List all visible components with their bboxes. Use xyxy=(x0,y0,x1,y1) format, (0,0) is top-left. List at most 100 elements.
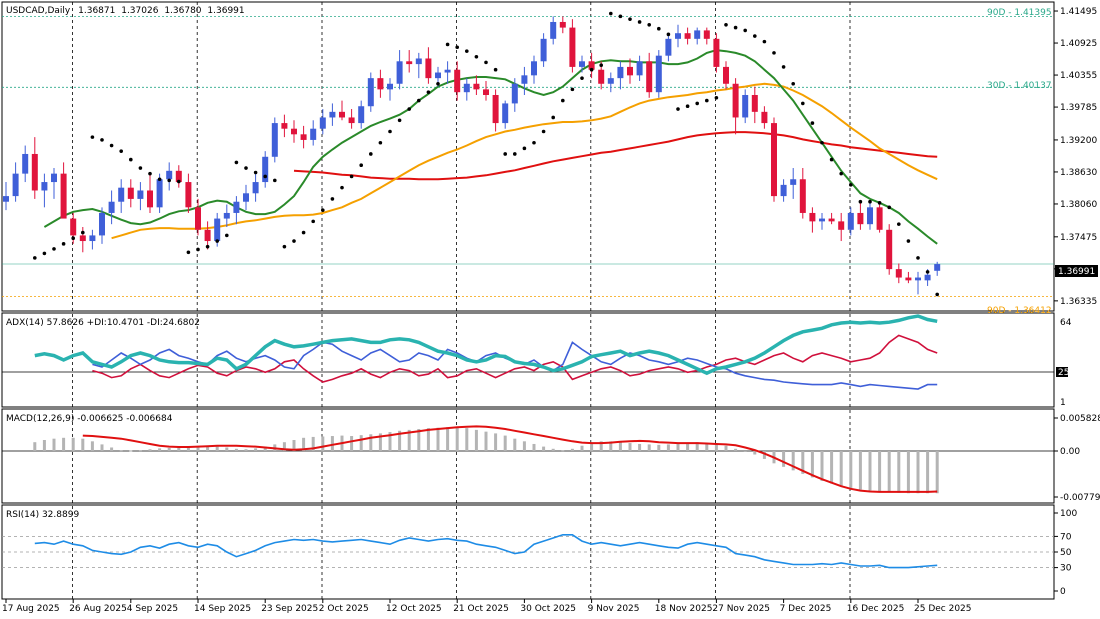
candle xyxy=(521,66,528,95)
macd-histogram-bar xyxy=(302,437,306,451)
macd-histogram-bar xyxy=(599,441,603,451)
candle xyxy=(12,162,19,202)
psar-dot xyxy=(157,177,162,182)
candle-body xyxy=(895,269,902,278)
psar-dot xyxy=(820,140,824,145)
time-tick-label: 14 Sep 2025 xyxy=(194,604,251,614)
macd-tick-label: -0.007797 xyxy=(1060,493,1100,503)
macd-histogram-bar xyxy=(177,447,181,451)
macd-histogram-bar xyxy=(647,444,651,451)
psar-dot xyxy=(311,219,316,224)
candle xyxy=(771,117,777,202)
time-tick-label: 23 Sep 2025 xyxy=(261,604,318,614)
candle xyxy=(473,75,480,95)
price-tick-label: 1.40925 xyxy=(1060,39,1097,49)
candle-body xyxy=(454,69,461,93)
psar-dot xyxy=(829,157,834,162)
candle-body xyxy=(819,218,825,222)
time-tick-label: 2 Oct 2025 xyxy=(319,604,369,614)
psar-dot xyxy=(743,28,747,33)
candle xyxy=(627,58,633,84)
macd-histogram-bar xyxy=(225,447,229,451)
time-tick-label: 25 Dec 2025 xyxy=(914,604,972,614)
candle xyxy=(588,52,595,79)
macd-histogram-bar xyxy=(810,451,814,478)
candle xyxy=(127,179,134,208)
psar-dot xyxy=(436,81,440,86)
candle-body xyxy=(281,123,288,129)
macd-histogram-bar xyxy=(542,446,546,451)
rsi-tick-label: 30 xyxy=(1060,564,1072,574)
psar-dot xyxy=(42,251,47,256)
candle-body xyxy=(713,38,720,67)
candle-body xyxy=(761,111,768,124)
candle xyxy=(396,50,403,90)
candle xyxy=(377,69,384,98)
macd-histogram-bar xyxy=(887,451,891,493)
macd-histogram-bar xyxy=(503,435,507,451)
candle-body xyxy=(358,106,365,124)
candle xyxy=(271,117,278,163)
time-tick-label: 4 Sep 2025 xyxy=(127,604,178,614)
candle xyxy=(665,33,672,62)
candle-body xyxy=(147,190,153,208)
psar-dot xyxy=(676,107,680,111)
candle xyxy=(348,109,355,129)
candle xyxy=(99,207,105,244)
candle xyxy=(454,61,461,101)
candle xyxy=(41,173,48,208)
psar-dot xyxy=(234,160,239,165)
psar-dot xyxy=(762,39,767,44)
psar-dot xyxy=(445,42,450,47)
macd-histogram-bar xyxy=(494,433,498,451)
candle-body xyxy=(79,235,86,242)
macd-histogram-bar xyxy=(110,447,114,451)
psar-dot xyxy=(369,152,373,156)
candle-body xyxy=(857,212,864,225)
candle-body xyxy=(531,61,537,76)
macd-histogram-bar xyxy=(388,432,392,451)
candle-body xyxy=(905,277,912,281)
time-tick-label: 17 Aug 2025 xyxy=(2,604,60,614)
macd-histogram-bar xyxy=(858,451,862,490)
macd-histogram-bar xyxy=(378,433,382,451)
macd-histogram-bar xyxy=(791,451,795,471)
psar-dot xyxy=(628,17,632,21)
macd-histogram-bar xyxy=(62,437,66,451)
psar-dot xyxy=(733,25,738,30)
candle xyxy=(732,78,739,135)
macd-histogram-bar xyxy=(52,438,56,451)
candle xyxy=(492,89,499,132)
candle xyxy=(799,168,806,219)
candle-body xyxy=(22,153,29,174)
psar-dot xyxy=(148,171,152,176)
macd-histogram-bar xyxy=(215,446,219,451)
candle-body xyxy=(665,38,672,56)
candle-body xyxy=(406,61,413,65)
time-tick-label: 18 Nov 2025 xyxy=(655,604,713,614)
candle-body xyxy=(799,179,806,213)
psar-dot xyxy=(724,22,728,27)
candle xyxy=(876,204,883,233)
candle-body xyxy=(550,21,557,39)
macd-histogram-bar xyxy=(782,451,786,467)
time-tick-label: 7 Dec 2025 xyxy=(780,604,832,614)
rsi-tick-label: 70 xyxy=(1060,532,1072,542)
candle xyxy=(89,229,96,250)
psar-dot xyxy=(215,239,219,243)
candle-body xyxy=(310,128,317,140)
candlesticks xyxy=(3,16,941,295)
candle-body xyxy=(367,78,374,107)
candle xyxy=(761,106,768,129)
candle xyxy=(502,100,509,129)
macd-histogram-bar xyxy=(484,431,488,451)
macd-histogram-bar xyxy=(580,445,584,451)
candle-body xyxy=(540,38,547,62)
macd-histogram-bar xyxy=(839,451,843,487)
candle xyxy=(195,198,201,236)
psar-dot xyxy=(513,152,517,156)
candle-body xyxy=(214,218,221,242)
candle xyxy=(108,190,115,225)
candle xyxy=(531,55,537,84)
candle xyxy=(742,89,749,124)
